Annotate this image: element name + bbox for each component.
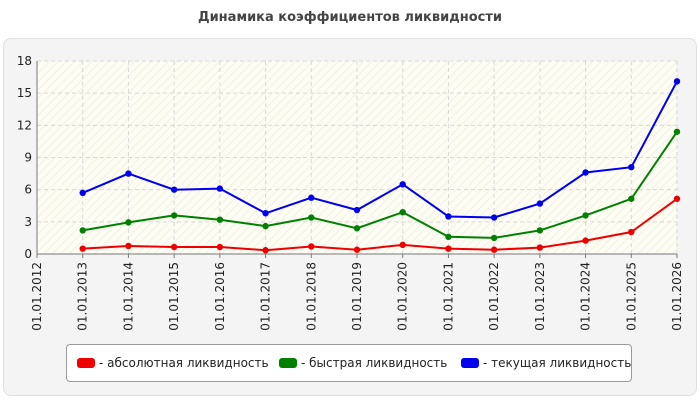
x-tick-label: 01.01.2022 — [487, 262, 501, 331]
x-tick-label: 01.01.2012 — [30, 262, 44, 331]
chart-title: Динамика коэффициентов ликвидности — [198, 10, 502, 25]
series-1-point — [628, 228, 635, 236]
y-tick-label: 3 — [24, 215, 32, 229]
series-2-point — [399, 208, 406, 216]
series-1-point — [582, 237, 589, 244]
series-1-point — [308, 243, 315, 250]
series-3-point — [308, 194, 315, 201]
series-3-point — [628, 163, 635, 171]
x-tick-label: 01.01.2019 — [350, 262, 364, 331]
x-tick-label: 01.01.2018 — [304, 262, 318, 331]
series-2-point — [308, 214, 315, 221]
legend-label: - текущая ликвидность — [483, 356, 632, 370]
series-2-point — [673, 128, 681, 135]
x-tick-label: 01.01.2025 — [624, 262, 638, 331]
series-2-point — [262, 222, 269, 230]
series-2-point — [170, 212, 178, 219]
y-tick-label: 12 — [17, 118, 32, 132]
series-3-point — [353, 206, 361, 214]
series-3-point — [399, 181, 406, 188]
series-3-point — [445, 213, 452, 220]
series-2-point — [445, 233, 452, 241]
series-3-point — [673, 78, 681, 85]
legend-label: - абсолютная ликвидность — [99, 356, 269, 370]
series-line-3 — [82, 80, 678, 219]
x-tick-label: 01.01.2026 — [670, 262, 684, 331]
legend-item-3: - текущая ликвидность — [461, 345, 631, 381]
x-tick-label: 01.01.2023 — [533, 262, 547, 331]
legend-item-2: - быстрая ликвидность — [279, 345, 447, 381]
y-tick-label: 0 — [24, 247, 32, 261]
series-2-point — [628, 195, 635, 202]
series-1-point — [673, 195, 681, 202]
x-tick-label: 01.01.2013 — [76, 262, 90, 331]
series-1-point — [170, 243, 178, 251]
x-tick-label: 01.01.2021 — [441, 262, 455, 331]
legend-swatch — [279, 358, 297, 368]
legend-swatch — [461, 358, 479, 368]
series-1-point — [79, 245, 86, 252]
legend-item-1: - абсолютная ликвидность — [77, 345, 269, 381]
x-tick-label: 01.01.2017 — [259, 262, 273, 331]
series-1-point — [216, 243, 224, 251]
series-2-point — [582, 212, 589, 219]
series-1-point — [536, 244, 544, 251]
x-tick-label: 01.01.2020 — [396, 262, 410, 331]
series-1-point — [262, 247, 269, 254]
y-tick-label: 18 — [17, 54, 32, 68]
series-1-point — [490, 246, 498, 253]
series-2-point — [125, 219, 132, 226]
series-1-point — [353, 246, 361, 253]
series-3-point — [536, 200, 544, 207]
legend: - абсолютная ликвидность - быстрая ликвид… — [66, 344, 632, 382]
series-2-point — [536, 227, 544, 234]
x-tick-label: 01.01.2014 — [121, 262, 135, 331]
series-3-point — [79, 189, 86, 197]
series-1-point — [399, 241, 406, 249]
series-2-point — [216, 216, 224, 223]
series-3-point — [262, 210, 269, 217]
legend-swatch — [77, 358, 95, 368]
series-line-2 — [82, 131, 678, 239]
y-tick-label: 9 — [24, 151, 32, 165]
series-3-point — [490, 214, 498, 221]
series-line-1 — [82, 197, 678, 252]
legend-label: - быстрая ликвидность — [301, 356, 448, 370]
series-1-point — [125, 242, 132, 250]
y-tick-label: 15 — [17, 86, 32, 100]
x-tick-label: 01.01.2015 — [167, 262, 181, 331]
series-3-point — [125, 170, 132, 177]
series-3-point — [170, 186, 178, 193]
series-2-point — [79, 227, 86, 234]
x-tick-label: 01.01.2016 — [213, 262, 227, 331]
series-2-point — [490, 234, 498, 242]
y-tick-label: 6 — [24, 183, 32, 197]
series-2-point — [353, 225, 361, 232]
series-3-point — [216, 185, 224, 192]
x-tick-label: 01.01.2024 — [579, 262, 593, 331]
series-3-point — [582, 169, 589, 176]
series-1-point — [445, 245, 452, 252]
